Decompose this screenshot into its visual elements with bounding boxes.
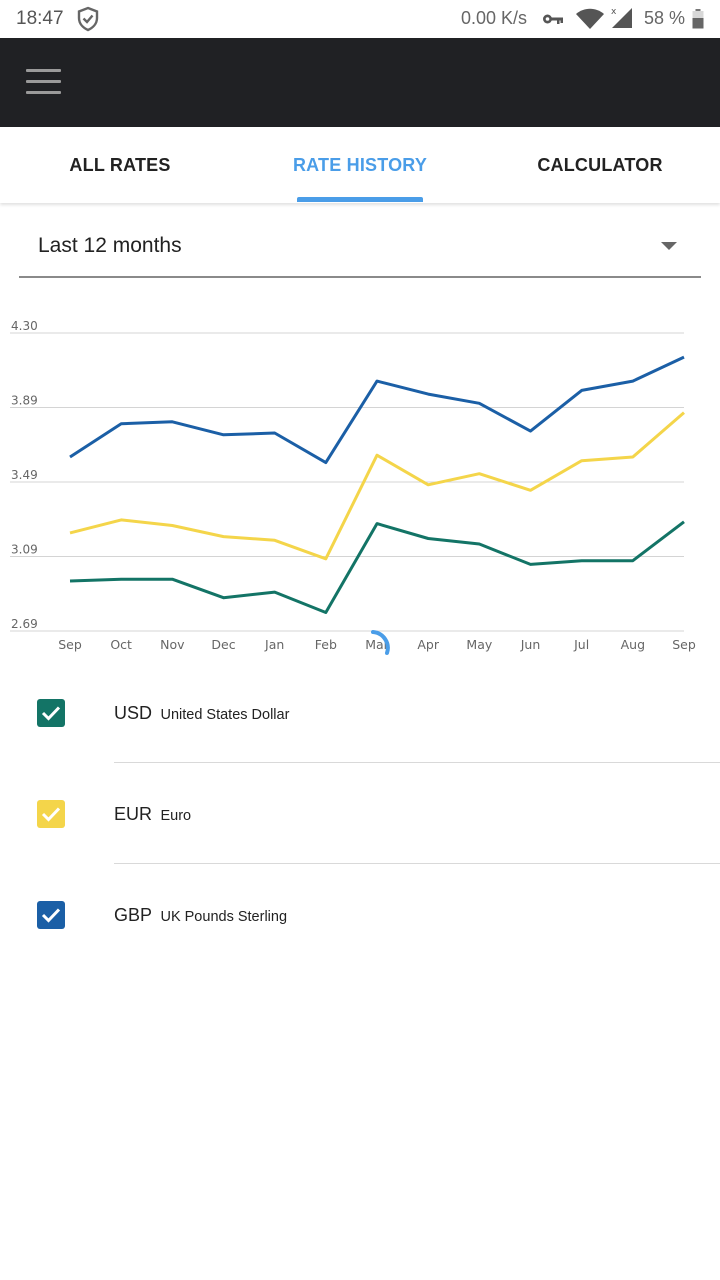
key-icon xyxy=(542,12,564,31)
currency-label-eur: EUR Euro xyxy=(114,804,191,825)
divider xyxy=(114,762,720,763)
x-tick-label: Feb xyxy=(315,637,337,652)
y-tick-label: 3.89 xyxy=(11,394,38,408)
divider xyxy=(114,863,720,864)
currency-label-gbp: GBP UK Pounds Sterling xyxy=(114,905,287,926)
x-tick-label: Jul xyxy=(573,637,589,652)
x-tick-label: Aug xyxy=(621,637,645,652)
checkmark-icon xyxy=(41,706,61,721)
eur-checkbox[interactable] xyxy=(37,800,65,828)
y-tick-label: 4.30 xyxy=(11,319,38,333)
tab-bar: ALL RATES RATE HISTORY CALCULATOR xyxy=(0,127,720,203)
period-dropdown[interactable]: Last 12 months xyxy=(19,218,701,278)
x-tick-label: Dec xyxy=(211,637,235,652)
series-line-usd xyxy=(69,520,685,614)
y-tick-label: 3.49 xyxy=(11,468,38,482)
currency-item-usd[interactable]: USD United States Dollar xyxy=(0,663,720,763)
gbp-checkbox[interactable] xyxy=(37,901,65,929)
tab-calculator[interactable]: CALCULATOR xyxy=(537,154,663,175)
period-selected-value: Last 12 months xyxy=(38,234,182,257)
app-toolbar xyxy=(0,38,720,127)
y-tick-label: 3.09 xyxy=(11,543,38,557)
tab-rate-history[interactable]: RATE HISTORY xyxy=(292,154,428,175)
battery-percent: 58 % xyxy=(644,8,686,28)
currency-label-usd: USD United States Dollar xyxy=(114,703,289,724)
x-tick-label: Jun xyxy=(520,637,541,652)
svg-text:x: x xyxy=(611,7,617,17)
tab-all-rates[interactable]: ALL RATES xyxy=(69,154,171,175)
currency-code: EUR xyxy=(114,804,153,824)
currency-name: Euro xyxy=(160,808,192,824)
currency-name: UK Pounds Sterling xyxy=(160,909,288,925)
network-speed: 0.00 K/s xyxy=(461,8,528,28)
y-tick-label: 2.69 xyxy=(11,617,38,631)
x-tick-label: May xyxy=(466,637,492,652)
hamburger-menu-icon[interactable] xyxy=(26,69,62,95)
status-bar: 18:47 0.00 K/s x 58 % xyxy=(0,0,720,38)
shield-icon xyxy=(76,6,100,37)
x-tick-label: Sep xyxy=(672,637,696,652)
loading-spinner-icon xyxy=(371,630,390,655)
dropdown-arrow-icon xyxy=(661,242,677,250)
wifi-icon xyxy=(575,8,605,35)
checkmark-icon xyxy=(41,908,61,923)
x-tick-label: Sep xyxy=(58,637,82,652)
rate-history-chart: 4.30 3.89 3.49 3.09 2.69 Sep Oct Nov Dec Jan Feb Ma… xyxy=(10,319,696,655)
x-tick-label: Jan xyxy=(264,637,284,652)
x-tick-label: Apr xyxy=(417,637,439,652)
currency-code: GBP xyxy=(114,905,153,925)
x-tick-label: Mar xyxy=(365,637,389,652)
checkmark-icon xyxy=(41,807,61,822)
usd-checkbox[interactable] xyxy=(37,699,65,727)
currency-item-eur[interactable]: EUR Euro xyxy=(0,764,720,864)
status-time: 18:47 xyxy=(16,8,64,29)
x-tick-label: Nov xyxy=(160,637,185,652)
active-tab-indicator xyxy=(297,197,423,202)
x-tick-label: Oct xyxy=(110,637,132,652)
battery-icon xyxy=(692,9,704,34)
currency-item-gbp[interactable]: GBP UK Pounds Sterling xyxy=(0,865,720,965)
series-line-gbp xyxy=(69,355,685,465)
signal-icon: x xyxy=(610,6,634,35)
currency-code: USD xyxy=(114,703,153,723)
currency-name: United States Dollar xyxy=(160,707,290,723)
series-line-eur xyxy=(69,411,685,561)
